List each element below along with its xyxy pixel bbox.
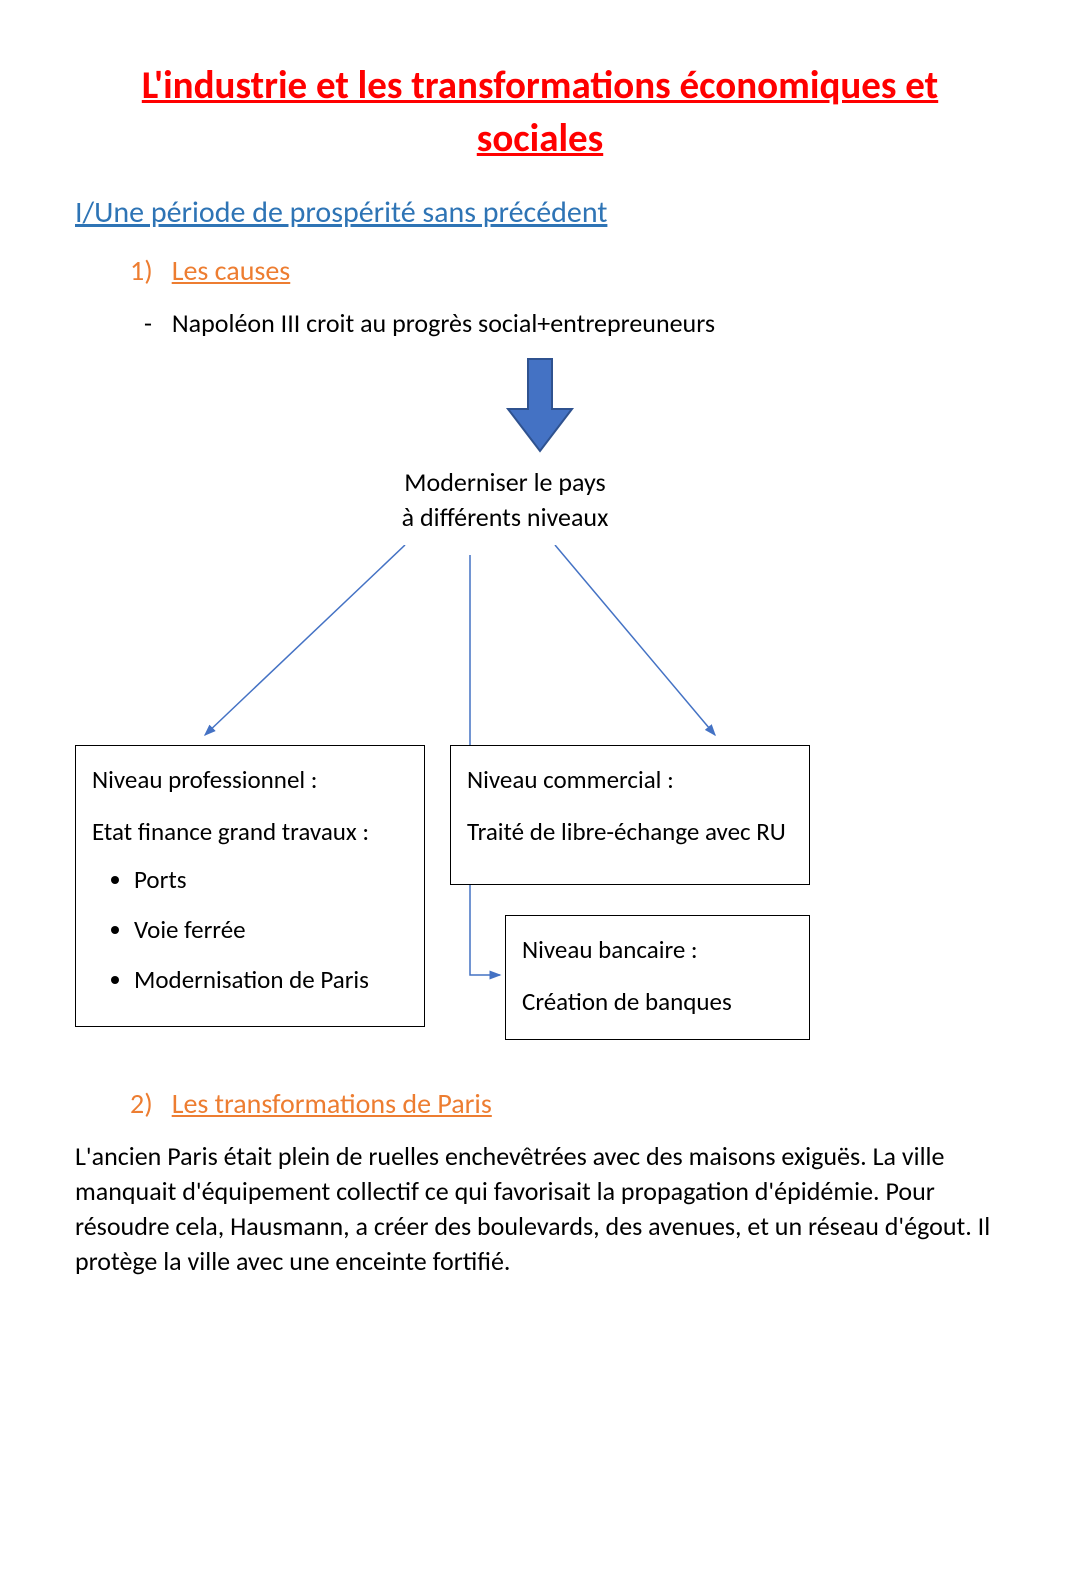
bullet-napoleon: - Napoléon III croit au progrès social+e… <box>130 306 1005 341</box>
section-1-heading: I/Une période de prospérité sans précéde… <box>75 193 1005 234</box>
box-prof-line2: Etat finance grand travaux : <box>92 812 408 852</box>
center-line-2: à différents niveaux <box>355 500 655 535</box>
subsection-2-heading: 2) Les transformations de Paris <box>130 1085 1005 1123</box>
down-arrow-wrap <box>75 351 1005 461</box>
box-prof-item: Voie ferrée <box>134 910 408 950</box>
subsection-2-number: 2) <box>130 1086 153 1121</box>
diagram-area: Niveau professionnel : Etat finance gran… <box>75 545 1005 1085</box>
box-com-line2: Traité de libre-échange avec RU <box>467 812 793 852</box>
box-bancaire: Niveau bancaire : Création de banques <box>505 915 810 1040</box>
box-bank-line2: Création de banques <box>522 982 793 1022</box>
box-professionnel: Niveau professionnel : Etat finance gran… <box>75 745 425 1027</box>
subsection-1-number: 1) <box>130 253 153 288</box>
bullet-text: Napoléon III croit au progrès social+ent… <box>172 307 715 339</box>
subsection-2-label: Les transformations de Paris <box>172 1086 492 1121</box>
box-bank-line1: Niveau bancaire : <box>522 930 793 970</box>
down-arrow-icon <box>500 351 580 461</box>
box-prof-item: Ports <box>134 860 408 900</box>
paragraph-paris: L'ancien Paris était plein de ruelles en… <box>75 1139 1005 1279</box>
subsection-1-label: Les causes <box>172 253 291 288</box>
subsection-1-heading: 1) Les causes <box>130 252 1005 290</box>
center-line-1: Moderniser le pays <box>355 465 655 500</box>
box-commercial: Niveau commercial : Traité de libre-écha… <box>450 745 810 885</box>
box-com-line1: Niveau commercial : <box>467 760 793 800</box>
bullet-dash: - <box>130 306 166 341</box>
document-title: L'industrie et les transformations écono… <box>75 60 1005 165</box>
center-text-block: Moderniser le pays à différents niveaux <box>355 465 655 535</box>
box-prof-item: Modernisation de Paris <box>134 960 408 1000</box>
box-prof-line1: Niveau professionnel : <box>92 760 408 800</box>
